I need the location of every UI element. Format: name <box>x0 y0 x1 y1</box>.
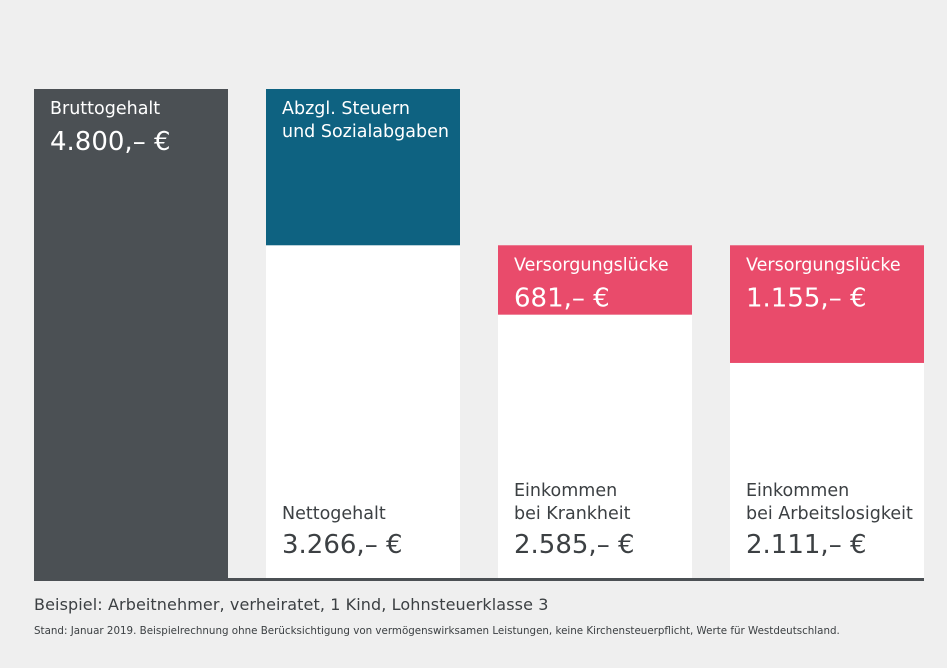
chart-caption: Beispiel: Arbeitnehmer, verheiratet, 1 K… <box>34 595 549 614</box>
bar-arbeitslosigkeit-label: Einkommen <box>746 481 849 501</box>
bar-krankheit-value: 681,– € <box>514 283 610 313</box>
bar-arbeitslosigkeit-label: bei Arbeitslosigkeit <box>746 504 913 524</box>
bar-krankheit-label: bei Krankheit <box>514 504 631 524</box>
chart-footnote: Stand: Januar 2019. Beispielrechnung ohn… <box>34 625 840 637</box>
bar-netto-value: 3.266,– € <box>282 530 403 560</box>
bar-arbeitslosigkeit-net <box>730 362 924 578</box>
bar-krankheit-value: 2.585,– € <box>514 530 635 560</box>
bar-arbeitslosigkeit-value: 2.111,– € <box>746 530 867 560</box>
bar-arbeitslosigkeit-gap <box>730 245 924 363</box>
bar-netto-label: und Sozialabgaben <box>282 122 449 142</box>
bar-netto-net <box>266 245 460 578</box>
bar-arbeitslosigkeit-label: Versorgungslücke <box>746 255 901 275</box>
bar-netto-label: Abzgl. Steuern <box>282 99 410 119</box>
bar-krankheit-gap <box>498 245 692 315</box>
bar-netto-label: Nettogehalt <box>282 504 386 524</box>
bar-krankheit-label: Einkommen <box>514 481 617 501</box>
bar-arbeitslosigkeit-value: 1.155,– € <box>746 283 867 313</box>
bar-brutto-label: Bruttogehalt <box>50 99 160 119</box>
baseline-axis <box>34 578 924 581</box>
bar-brutto-gross <box>34 89 228 578</box>
bar-netto-deductions <box>266 89 460 246</box>
bar-krankheit-net <box>498 314 692 578</box>
bar-brutto-value: 4.800,– € <box>50 127 171 157</box>
bar-krankheit-label: Versorgungslücke <box>514 255 669 275</box>
